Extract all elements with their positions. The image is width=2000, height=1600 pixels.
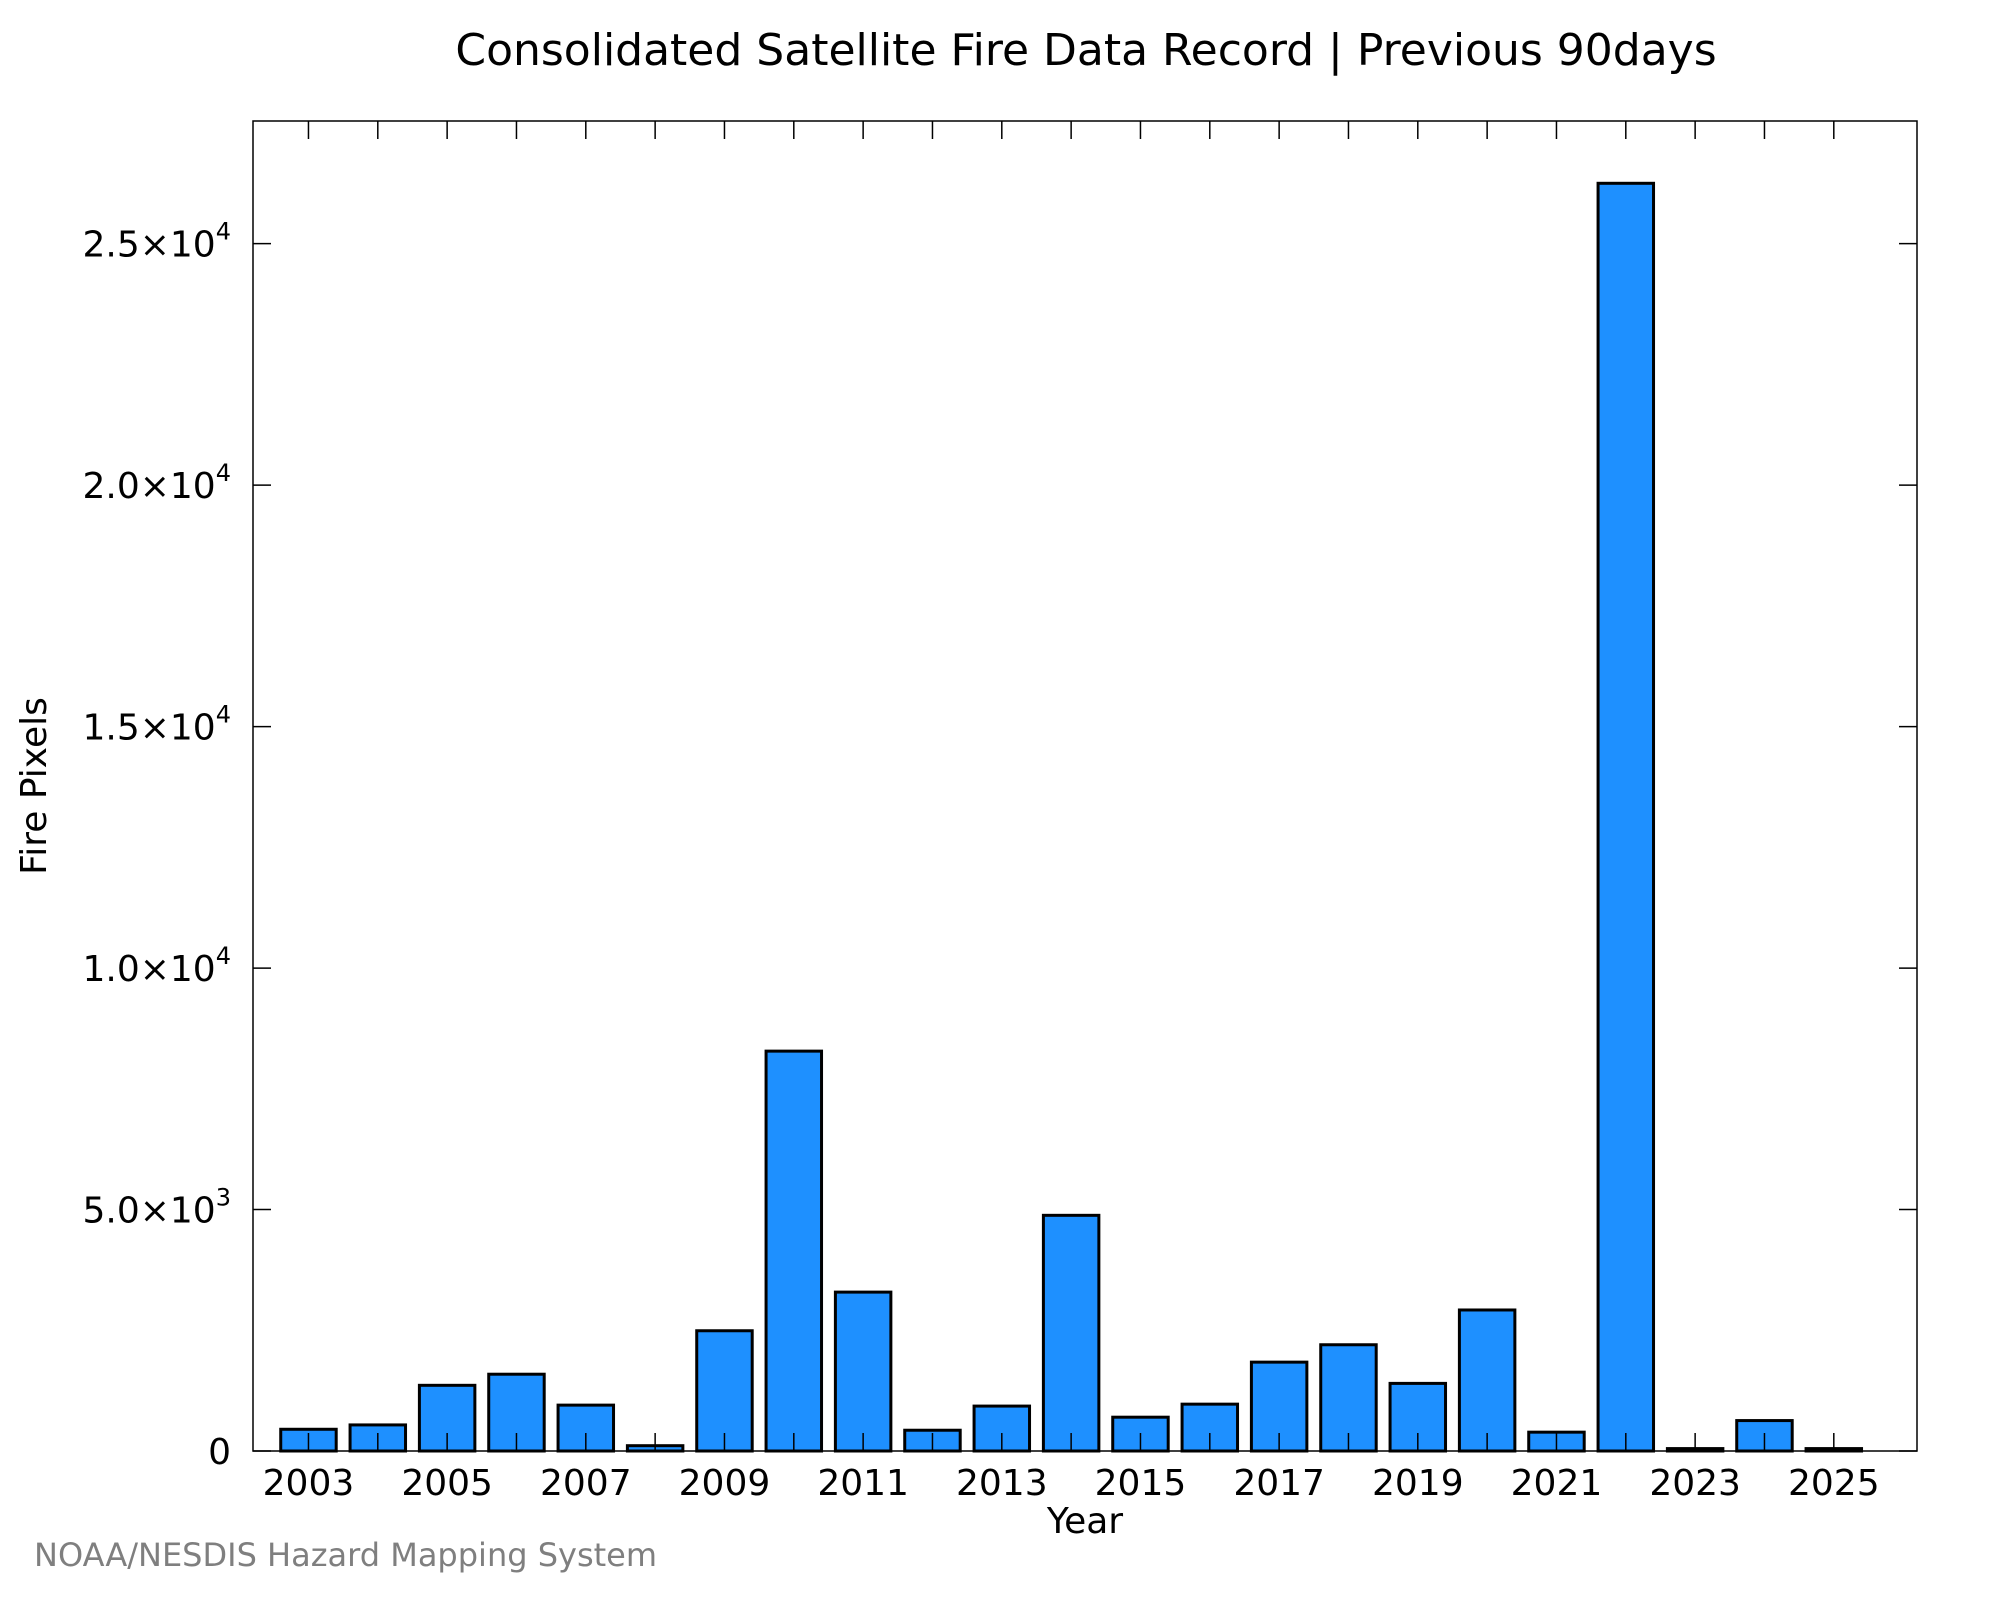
plot-frame <box>252 120 1918 1452</box>
y-axis: 0 5.0×103 1.0×104 1.5×104 2.0×104 2.5×104 <box>82 218 1917 1473</box>
x-tick-label: 2023 <box>1649 1463 1741 1504</box>
x-tick-label: 2003 <box>263 1463 355 1504</box>
x-tick-label: 2009 <box>679 1463 771 1504</box>
x-tick-label: 2019 <box>1372 1463 1464 1504</box>
bars-group <box>279 181 1864 1453</box>
x-tick-label: 2017 <box>1233 1463 1325 1504</box>
x-tick-label: 2013 <box>956 1463 1048 1504</box>
y-tick-label: 2.5×104 <box>82 218 231 266</box>
bar-2022 <box>1596 181 1656 1453</box>
x-tick-label: 2025 <box>1788 1463 1880 1504</box>
x-tick-label: 2007 <box>540 1463 632 1504</box>
y-tick-label: 1.5×104 <box>82 701 231 749</box>
y-tick-label: 1.0×104 <box>82 942 231 990</box>
x-tick-label: 2021 <box>1511 1463 1603 1504</box>
y-tick-label: 5.0×103 <box>82 1184 231 1232</box>
y-tick-label: 2.0×104 <box>82 459 231 507</box>
x-tick-label: 2011 <box>817 1463 909 1504</box>
y-axis-label: Fire Pixels <box>14 697 55 875</box>
bar-2011 <box>833 1290 893 1453</box>
x-tick-label: 2005 <box>401 1463 493 1504</box>
bar-2014 <box>1041 1213 1101 1453</box>
chart-title: Consolidated Satellite Fire Data Record … <box>455 25 1716 76</box>
bar-2020 <box>1457 1308 1517 1453</box>
x-axis-label: Year <box>1046 1501 1123 1542</box>
bar-2010 <box>764 1049 824 1453</box>
credit-text: NOAA/NESDIS Hazard Mapping System <box>34 1536 658 1574</box>
x-axis: 2003 2005 2007 2009 2011 2013 2015 2017 2019 2021… <box>263 121 1880 1504</box>
bar-2009 <box>695 1329 754 1453</box>
x-tick-label: 2015 <box>1095 1463 1187 1504</box>
y-tick-label: 0 <box>208 1432 231 1473</box>
